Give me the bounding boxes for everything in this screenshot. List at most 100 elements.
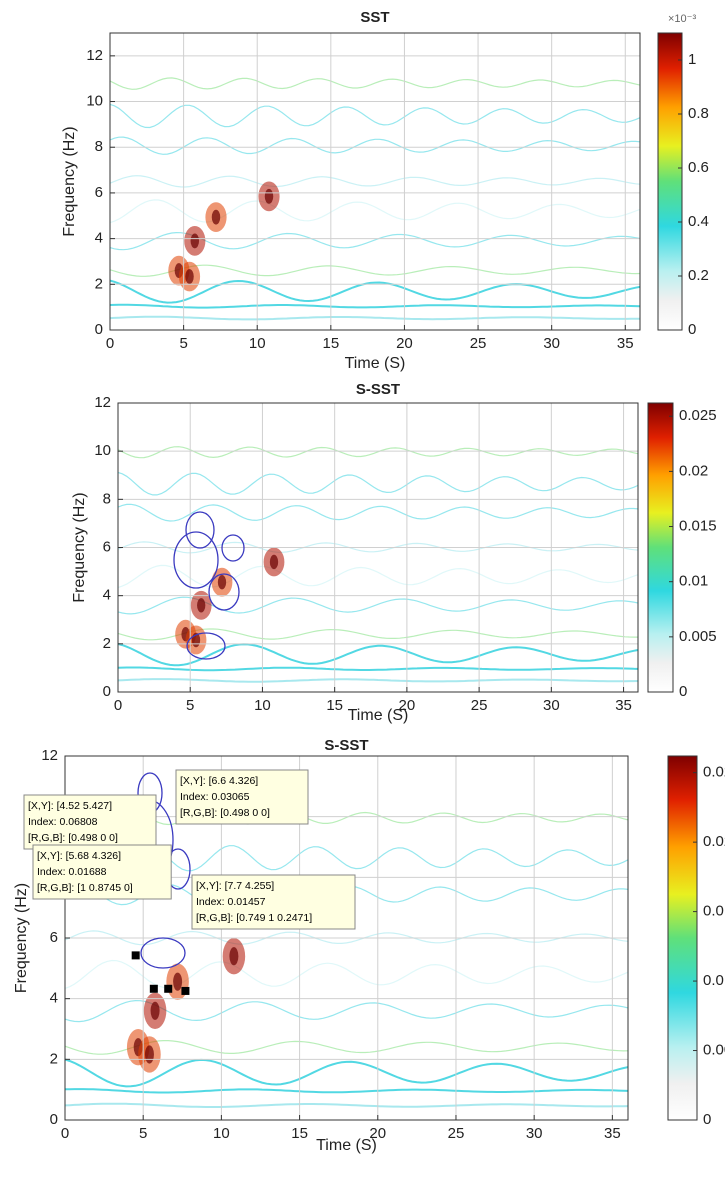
y-tick-label: 4 xyxy=(103,587,111,604)
colorbar-tick-label: 0 xyxy=(703,1111,711,1128)
y-tick-label: 2 xyxy=(95,275,103,292)
colorbar-tick-label: 0.005 xyxy=(703,1042,725,1059)
colorbar xyxy=(657,32,683,331)
datatip-box xyxy=(23,794,157,850)
x-axis-label: Time (S) xyxy=(345,355,406,372)
colorbar-tick-label: 0.005 xyxy=(679,628,717,645)
y-axis-label: Frequency (Hz) xyxy=(61,126,78,236)
highlight-circle xyxy=(185,511,215,549)
highlight-circle xyxy=(173,531,219,589)
x-tick-label: 30 xyxy=(543,697,560,714)
colorbar xyxy=(667,755,698,1121)
chart-title: S-SST xyxy=(324,737,368,754)
highlight-circle xyxy=(208,573,240,611)
highlight-circle xyxy=(221,534,245,562)
y-axis-label: Frequency (Hz) xyxy=(13,883,30,993)
hotspot-core xyxy=(211,209,221,225)
y-tick-label: 12 xyxy=(86,47,103,64)
x-tick-label: 20 xyxy=(369,1125,386,1142)
y-tick-label: 4 xyxy=(50,990,58,1007)
colorbar-tick-label: 0.01 xyxy=(679,573,708,590)
datatip-marker xyxy=(149,984,158,993)
colorbar-tick-label: 0.015 xyxy=(703,903,725,920)
x-tick-label: 0 xyxy=(106,335,114,352)
y-tick-label: 12 xyxy=(94,394,111,411)
y-tick-label: 2 xyxy=(50,1050,58,1067)
colorbar xyxy=(647,402,674,693)
x-tick-label: 35 xyxy=(617,335,634,352)
x-tick-label: 5 xyxy=(139,1125,147,1142)
ridges xyxy=(110,77,640,321)
colorbar-tick-label: 0 xyxy=(679,683,687,700)
x-tick-label: 30 xyxy=(543,335,560,352)
hotspot-core xyxy=(217,574,227,590)
datatip-text: [R,G,B]: [0.498 0 0] xyxy=(180,807,270,819)
datatip-text: [R,G,B]: [0.749 1 0.2471] xyxy=(196,912,312,924)
hotspot-core xyxy=(229,947,239,966)
x-tick-label: 35 xyxy=(615,697,632,714)
colorbar-tick-label: 0.025 xyxy=(679,407,717,424)
x-tick-label: 25 xyxy=(470,335,487,352)
colorbar-tick-label: 0.02 xyxy=(679,462,708,479)
x-tick-label: 20 xyxy=(399,697,416,714)
datatip-text: [X,Y]: [7.7 4.255] xyxy=(196,880,274,892)
colorbar-tick-label: 0.6 xyxy=(688,159,709,176)
highlight-circle xyxy=(140,937,186,969)
datatip-marker xyxy=(131,951,140,960)
x-tick-label: 15 xyxy=(322,335,339,352)
y-tick-label: 2 xyxy=(103,635,111,652)
datatip-text: [X,Y]: [4.52 5.427] xyxy=(28,800,112,812)
datatip-marker xyxy=(164,984,173,993)
x-tick-label: 25 xyxy=(471,697,488,714)
datatip-text: [X,Y]: [6.6 4.326] xyxy=(180,775,258,787)
datatip-box xyxy=(175,769,309,825)
chart-title: S-SST xyxy=(356,381,400,398)
datatip-box xyxy=(191,874,356,930)
x-tick-label: 25 xyxy=(448,1125,465,1142)
chart-title: SST xyxy=(360,9,389,26)
y-tick-label: 6 xyxy=(103,538,111,555)
datatip-marker xyxy=(181,986,190,995)
x-tick-label: 0 xyxy=(61,1125,69,1142)
x-tick-label: 15 xyxy=(291,1125,308,1142)
hotspot-core xyxy=(144,1045,154,1064)
colorbar-tick-label: 0.025 xyxy=(703,764,725,781)
colorbar-tick-label: 0.4 xyxy=(688,213,709,230)
hotspot-core xyxy=(264,188,274,204)
colorbar-tick-label: 0.8 xyxy=(688,105,709,122)
y-tick-label: 0 xyxy=(95,321,103,338)
y-tick-label: 6 xyxy=(50,929,58,946)
datatip-text: [X,Y]: [5.68 4.326] xyxy=(37,850,121,862)
datatip-text: Index: 0.03065 xyxy=(180,791,250,803)
x-tick-label: 5 xyxy=(186,697,194,714)
colorbar-tick-label: 0.2 xyxy=(688,267,709,284)
highlight-circle xyxy=(186,632,226,660)
datatip-box xyxy=(32,844,172,900)
x-axis-label: Time (S) xyxy=(316,1137,377,1154)
hotspot-core xyxy=(173,972,183,991)
y-tick-label: 10 xyxy=(86,93,103,110)
hotspot-core xyxy=(197,598,206,613)
datatip-text: Index: 0.01457 xyxy=(196,896,266,908)
y-tick-label: 10 xyxy=(94,442,111,459)
hotspot-core xyxy=(185,269,194,284)
datatip-text: Index: 0.01688 xyxy=(37,866,107,878)
axes-box xyxy=(109,32,641,331)
x-tick-label: 35 xyxy=(604,1125,621,1142)
x-tick-label: 10 xyxy=(254,697,271,714)
x-tick-label: 5 xyxy=(179,335,187,352)
hotspot-core xyxy=(269,554,279,570)
y-axis-label: Frequency (Hz) xyxy=(71,492,88,602)
y-tick-label: 8 xyxy=(103,490,111,507)
hotspot-core xyxy=(150,1001,160,1020)
y-tick-label: 12 xyxy=(41,747,58,764)
hotspot-core xyxy=(190,233,200,249)
colorbar-tick-label: 1 xyxy=(688,51,696,68)
y-tick-label: 4 xyxy=(95,230,103,247)
x-tick-label: 10 xyxy=(249,335,266,352)
x-tick-label: 30 xyxy=(526,1125,543,1142)
colorbar-tick-label: 0 xyxy=(688,321,696,338)
datatip-text: [R,G,B]: [0.498 0 0] xyxy=(28,832,118,844)
x-tick-label: 20 xyxy=(396,335,413,352)
